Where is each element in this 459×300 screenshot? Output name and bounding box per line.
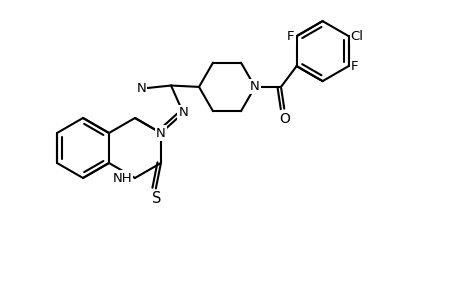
Text: Cl: Cl (350, 30, 363, 43)
Text: NH: NH (112, 172, 132, 184)
Text: N: N (178, 106, 188, 119)
Text: S: S (152, 191, 161, 206)
Text: F: F (286, 30, 294, 43)
Text: O: O (278, 112, 289, 126)
Text: N: N (156, 127, 165, 140)
Text: N: N (250, 80, 259, 93)
Text: N: N (136, 82, 146, 95)
Text: F: F (350, 60, 357, 73)
